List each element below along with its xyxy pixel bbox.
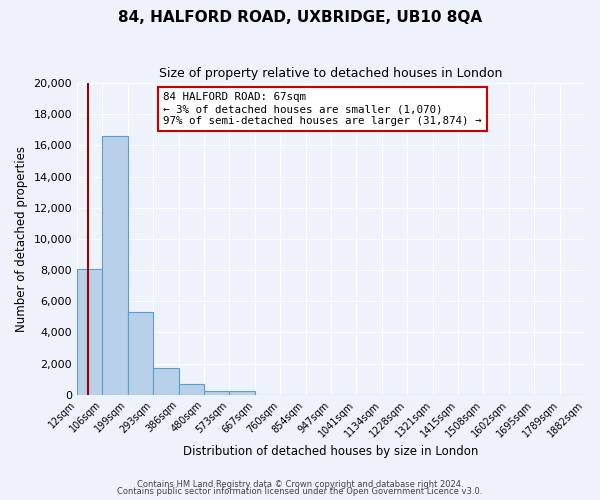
- Bar: [204, 391, 229, 395]
- Title: Size of property relative to detached houses in London: Size of property relative to detached ho…: [160, 68, 503, 80]
- Bar: [179, 384, 204, 395]
- Text: Contains public sector information licensed under the Open Government Licence v3: Contains public sector information licen…: [118, 488, 482, 496]
- Y-axis label: Number of detached properties: Number of detached properties: [15, 146, 28, 332]
- Bar: [128, 312, 153, 395]
- Bar: [77, 268, 103, 395]
- Text: Contains HM Land Registry data © Crown copyright and database right 2024.: Contains HM Land Registry data © Crown c…: [137, 480, 463, 489]
- Bar: [153, 368, 179, 395]
- Text: 84, HALFORD ROAD, UXBRIDGE, UB10 8QA: 84, HALFORD ROAD, UXBRIDGE, UB10 8QA: [118, 10, 482, 25]
- Bar: [229, 391, 255, 395]
- Text: 84 HALFORD ROAD: 67sqm
← 3% of detached houses are smaller (1,070)
97% of semi-d: 84 HALFORD ROAD: 67sqm ← 3% of detached …: [163, 92, 482, 126]
- Bar: [103, 136, 128, 395]
- X-axis label: Distribution of detached houses by size in London: Distribution of detached houses by size …: [184, 444, 479, 458]
